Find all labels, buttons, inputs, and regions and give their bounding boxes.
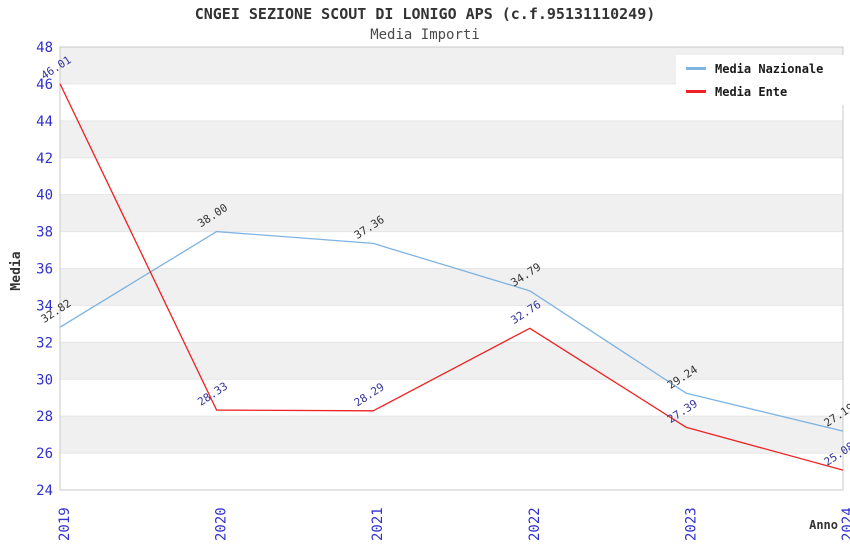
legend-entry-media-ente: Media Ente bbox=[686, 84, 846, 100]
y-tick-label: 42 bbox=[36, 151, 53, 167]
chart-subtitle: Media Importi bbox=[370, 27, 480, 43]
plot-band bbox=[60, 231, 843, 269]
legend-label-nazionale: Media Nazionale bbox=[715, 61, 824, 76]
x-tick-label: 2019 bbox=[57, 507, 73, 541]
x-tick-label: 2020 bbox=[214, 507, 230, 541]
plot-band bbox=[60, 194, 843, 232]
plot-band bbox=[60, 157, 843, 195]
legend-entry-media-nazionale: Media Nazionale bbox=[686, 61, 846, 77]
y-tick-label: 28 bbox=[36, 409, 53, 425]
y-tick-label: 48 bbox=[36, 40, 53, 56]
y-axis-title-text: Media bbox=[9, 251, 24, 291]
plot-border bbox=[59, 46, 844, 491]
plot-band bbox=[60, 453, 843, 490]
legend-label-ente: Media Ente bbox=[715, 84, 788, 99]
legend-line-swatch-ente bbox=[686, 90, 706, 93]
legend: Media Nazionale Media Ente bbox=[676, 55, 846, 105]
plot-band bbox=[60, 416, 843, 454]
x-tick-label: 2023 bbox=[683, 507, 699, 541]
y-tick-label: 40 bbox=[36, 188, 53, 204]
x-tick-label: 2021 bbox=[370, 507, 386, 541]
x-tick-label: 2024 bbox=[840, 507, 850, 541]
legend-line-swatch-nazionale bbox=[686, 67, 706, 70]
plot-band bbox=[60, 342, 843, 380]
y-tick-label: 26 bbox=[36, 446, 53, 462]
y-tick-label: 34 bbox=[36, 298, 53, 314]
y-tick-label: 32 bbox=[36, 335, 53, 351]
chart-title: CNGEI SEZIONE SCOUT DI LONIGO APS (c.f.9… bbox=[194, 5, 656, 23]
y-tick-label: 24 bbox=[36, 483, 53, 499]
plot-band bbox=[60, 379, 843, 417]
y-tick-label: 30 bbox=[36, 372, 53, 388]
x-tick-label: 2022 bbox=[527, 507, 543, 541]
y-tick-label: 46 bbox=[36, 77, 53, 93]
plot-band bbox=[60, 120, 843, 158]
plot-band bbox=[60, 305, 843, 343]
series-line-media-ente bbox=[59, 83, 844, 471]
plot-band bbox=[60, 268, 843, 306]
y-tick-label: 38 bbox=[36, 225, 53, 241]
series-line-media-nazionale bbox=[59, 230, 844, 432]
y-tick-label: 36 bbox=[36, 262, 53, 278]
x-axis-title: Anno bbox=[809, 518, 838, 532]
y-tick-label: 44 bbox=[36, 114, 53, 130]
